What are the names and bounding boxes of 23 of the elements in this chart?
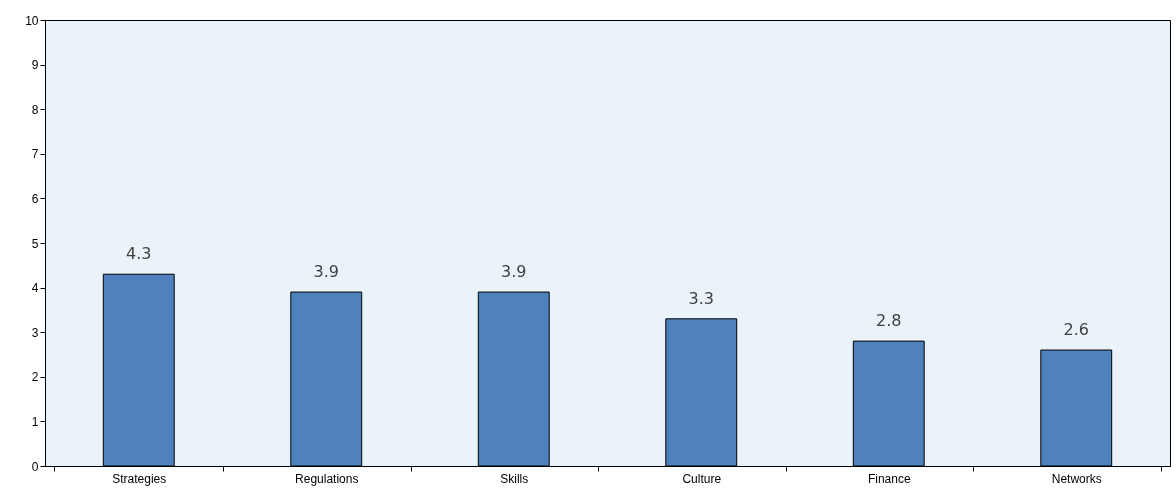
x-tick-label: Strategies xyxy=(112,471,167,486)
data-label: 3.9 xyxy=(501,262,527,282)
y-tick-label: 3 xyxy=(31,325,39,340)
data-label: 3.9 xyxy=(313,262,339,282)
y-tick-label: 4 xyxy=(31,281,39,296)
y-tick-label: 0 xyxy=(31,459,39,474)
y-tick-label: 5 xyxy=(31,236,39,251)
x-tick-label: Finance xyxy=(867,471,911,486)
y-tick-label: 1 xyxy=(31,414,39,429)
data-label: 2.6 xyxy=(1063,320,1089,340)
data-label: 4.3 xyxy=(126,244,152,264)
data-label: 2.8 xyxy=(876,311,902,331)
y-tick-label: 8 xyxy=(31,102,39,117)
y-tick-label: 10 xyxy=(25,13,39,28)
x-tick-label: Skills xyxy=(500,471,529,486)
y-tick-label: 9 xyxy=(31,58,39,73)
y-tick-label: 7 xyxy=(31,147,39,162)
x-tick-label: Networks xyxy=(1051,471,1102,486)
y-tick-label: 6 xyxy=(31,191,39,206)
y-tick-label: 2 xyxy=(31,370,39,385)
x-tick-label: Culture xyxy=(682,471,722,486)
x-tick-label: Regulations xyxy=(295,471,359,486)
data-label: 3.3 xyxy=(688,288,714,308)
